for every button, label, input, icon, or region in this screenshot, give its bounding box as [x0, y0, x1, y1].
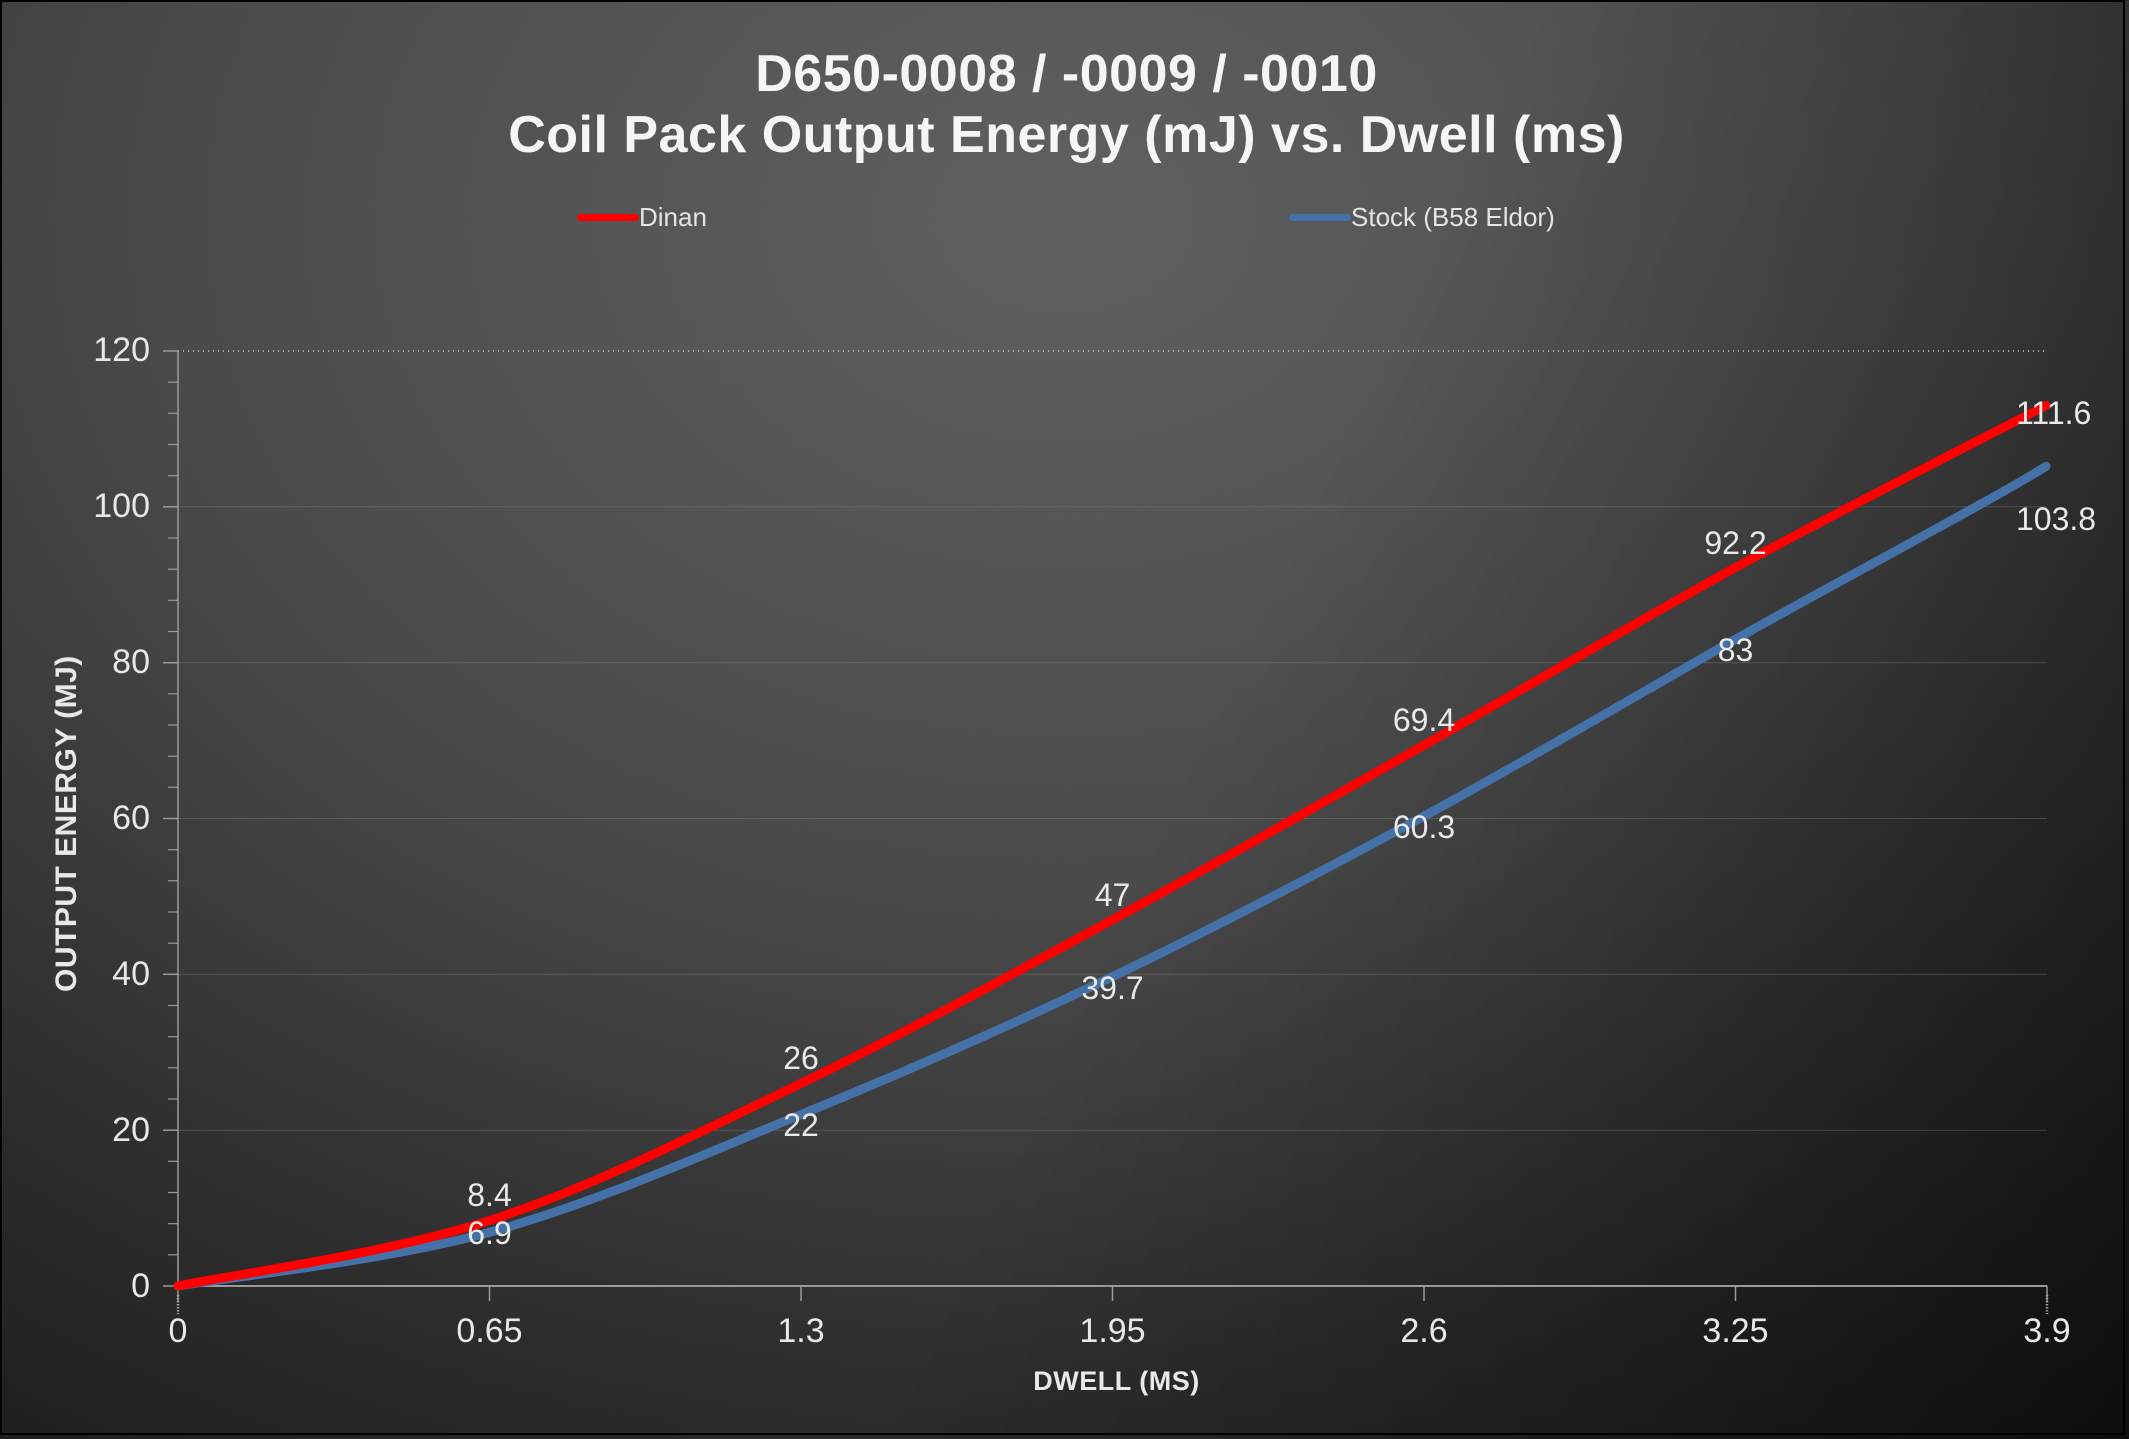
svg-text:80: 80 [112, 643, 150, 681]
svg-text:0.65: 0.65 [456, 1312, 522, 1350]
svg-text:26: 26 [783, 1040, 819, 1076]
svg-text:0: 0 [169, 1312, 188, 1350]
svg-text:40: 40 [112, 955, 150, 993]
svg-text:100: 100 [93, 487, 150, 525]
svg-text:83: 83 [1718, 632, 1754, 668]
svg-text:8.4: 8.4 [467, 1177, 511, 1213]
svg-text:22: 22 [783, 1107, 819, 1143]
svg-text:120: 120 [93, 331, 150, 369]
svg-text:1.95: 1.95 [1079, 1312, 1145, 1350]
svg-text:20: 20 [112, 1111, 150, 1149]
svg-text:39.7: 39.7 [1081, 970, 1143, 1006]
svg-text:2.6: 2.6 [1400, 1312, 1447, 1350]
svg-text:6.9: 6.9 [467, 1215, 511, 1251]
svg-text:111.6: 111.6 [2016, 395, 2091, 431]
svg-text:60.3: 60.3 [1393, 809, 1455, 845]
svg-text:3.9: 3.9 [2023, 1312, 2070, 1350]
svg-text:69.4: 69.4 [1393, 702, 1455, 738]
svg-text:47: 47 [1095, 877, 1131, 913]
svg-text:103.8: 103.8 [2016, 501, 2096, 537]
svg-text:1.3: 1.3 [777, 1312, 824, 1350]
svg-text:0: 0 [131, 1267, 150, 1305]
svg-text:60: 60 [112, 799, 150, 837]
svg-text:92.2: 92.2 [1704, 525, 1766, 561]
svg-text:3.25: 3.25 [1702, 1312, 1768, 1350]
